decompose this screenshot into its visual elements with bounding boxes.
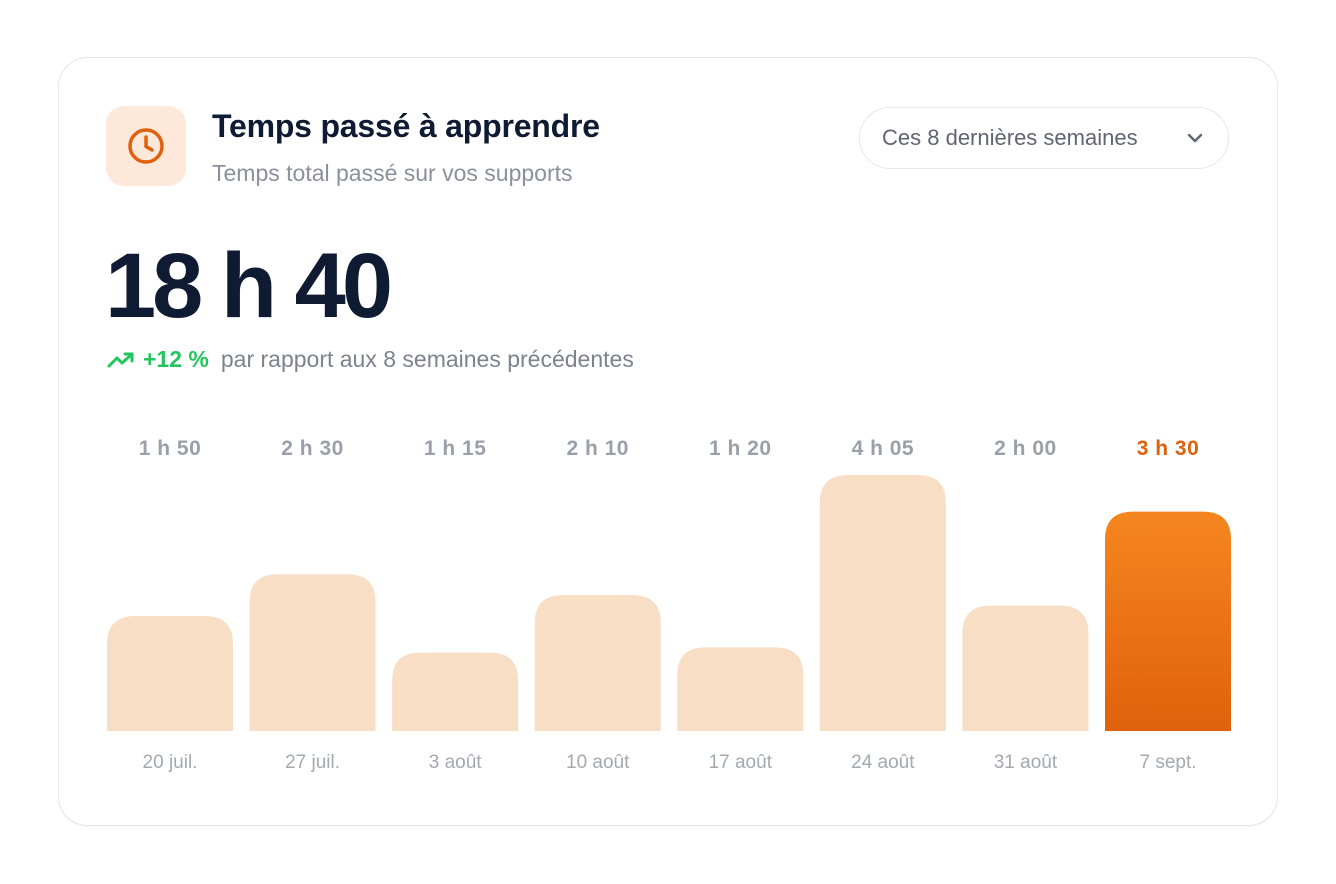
- bar-value-label: 4 h 05: [852, 437, 915, 460]
- x-tick-label: 27 juil.: [285, 752, 340, 773]
- clock-icon: [128, 128, 164, 164]
- trend-up-icon: [107, 352, 134, 367]
- card-subtitle: Temps total passé sur vos supports: [212, 160, 573, 186]
- bar-value-label: 2 h 00: [994, 437, 1057, 460]
- bar-value-label: 3 h 30: [1137, 437, 1200, 460]
- period-select-label: Ces 8 dernières semaines: [882, 125, 1138, 150]
- bar-value-label: 2 h 30: [281, 437, 344, 460]
- card-title: Temps passé à apprendre: [212, 108, 600, 144]
- x-tick-label: 17 août: [709, 752, 773, 773]
- bar-value-label: 2 h 10: [566, 437, 629, 460]
- x-tick-label: 10 août: [566, 752, 630, 773]
- x-tick-label: 31 août: [994, 752, 1058, 773]
- change-indicator: +12 % par rapport aux 8 semaines précéde…: [107, 346, 634, 373]
- bar-7: [962, 605, 1089, 731]
- change-value: +12 %: [143, 346, 209, 372]
- bar-6: [819, 475, 946, 731]
- bar-8: [1105, 511, 1231, 731]
- bar-4: [534, 595, 661, 731]
- x-tick-label: 20 juil.: [143, 752, 198, 773]
- total-time: 18 h 40: [105, 235, 393, 337]
- chevron-down-icon: [1187, 133, 1203, 143]
- period-select[interactable]: Ces 8 dernières semaines: [859, 107, 1229, 169]
- change-text: par rapport aux 8 semaines précédentes: [220, 346, 634, 372]
- bar-1: [107, 616, 233, 731]
- bar-5: [677, 647, 804, 731]
- x-tick-label: 24 août: [851, 752, 915, 773]
- bar-2: [249, 574, 376, 731]
- bar-value-label: 1 h 50: [139, 437, 202, 460]
- x-tick-label: 3 août: [429, 752, 483, 773]
- bar-value-label: 1 h 15: [424, 437, 487, 460]
- learning-time-card: Temps passé à apprendre Temps total pass…: [58, 57, 1278, 826]
- x-tick-label: 7 sept.: [1139, 752, 1196, 773]
- bar-value-label: 1 h 20: [709, 437, 772, 460]
- bar-3: [392, 652, 519, 731]
- clock-icon-badge: [106, 106, 186, 186]
